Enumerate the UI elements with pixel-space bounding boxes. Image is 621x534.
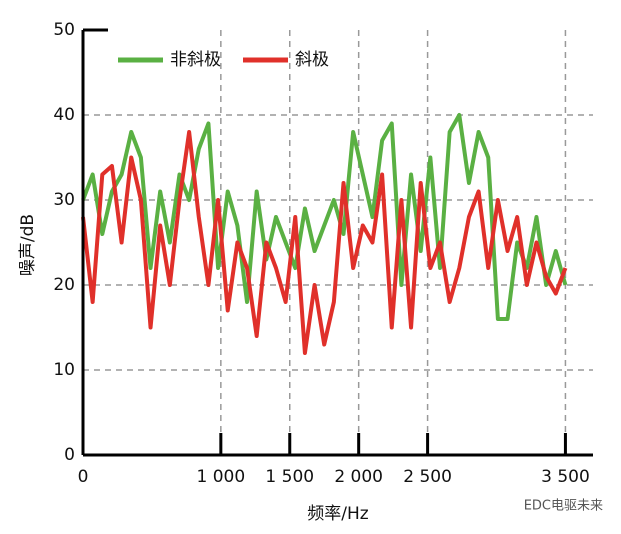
y-tick-label: 50 — [53, 20, 75, 40]
watermark: EDC电驱未来 — [524, 499, 603, 514]
y-tick-label: 10 — [53, 360, 75, 380]
x-tick-label: 2 500 — [403, 467, 452, 487]
x-tick-label: 1 000 — [197, 467, 246, 487]
y-tick-label: 0 — [64, 445, 75, 465]
series-line — [81, 113, 568, 321]
x-axis-label: 频率/Hz — [307, 504, 369, 524]
x-tick-label: 2 000 — [334, 467, 383, 487]
legend-label: 斜极 — [295, 50, 329, 70]
y-tick-label: 30 — [53, 190, 75, 210]
y-tick-label: 40 — [53, 105, 75, 125]
y-axis-label: 噪声/dB — [18, 214, 38, 276]
y-tick-label: 20 — [53, 275, 75, 295]
x-tick-label: 3 500 — [541, 467, 590, 487]
series-line — [81, 130, 568, 355]
x-tick-label: 1 500 — [265, 467, 314, 487]
x-tick-label: 0 — [78, 467, 89, 487]
legend-label: 非斜极 — [170, 50, 221, 70]
